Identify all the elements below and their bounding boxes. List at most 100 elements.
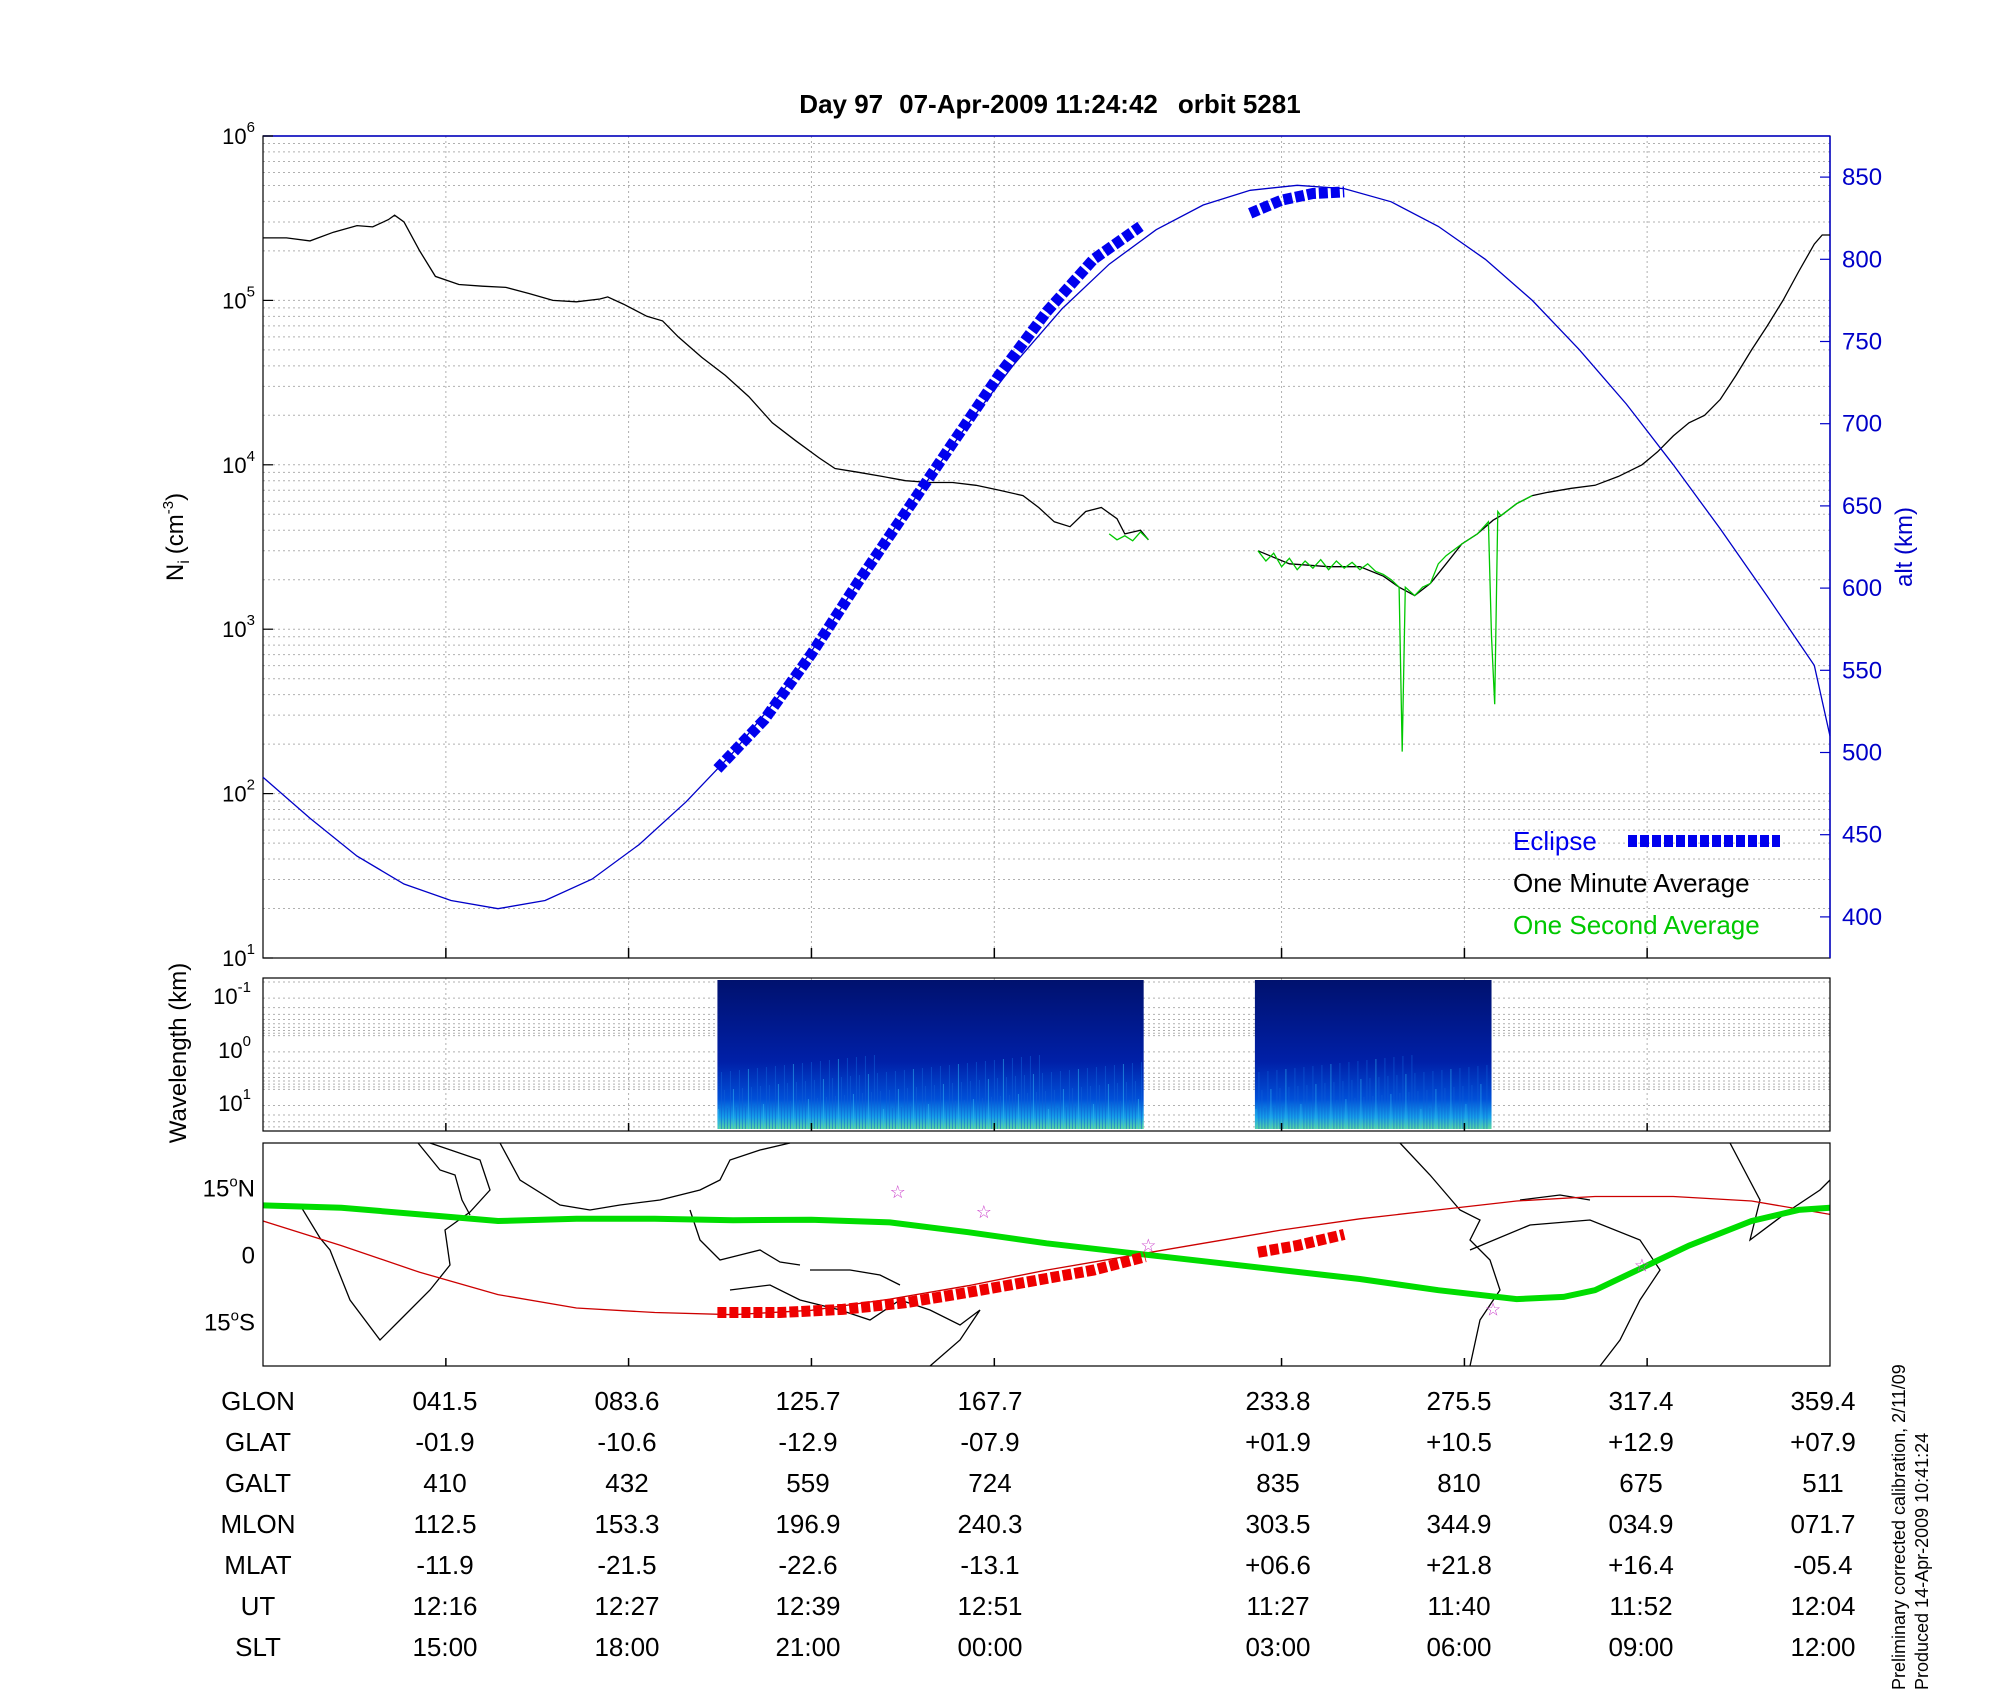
table-cell: -21.5 — [597, 1550, 656, 1580]
table-cell: 240.3 — [957, 1509, 1022, 1539]
density-grid — [263, 136, 1830, 959]
table-cell: +16.4 — [1608, 1550, 1674, 1580]
table-cell: 12:16 — [412, 1591, 477, 1621]
table-cell: 12:27 — [594, 1591, 659, 1621]
y-axis-label: Ni(cm-3) — [160, 493, 193, 581]
table-row-label: MLAT — [224, 1550, 292, 1580]
y-tick-label: 101 — [222, 941, 255, 971]
star-marker: ☆ — [890, 1182, 906, 1202]
table-cell: 03:00 — [1245, 1632, 1310, 1662]
table-cell: 675 — [1619, 1468, 1662, 1498]
table-cell: 041.5 — [412, 1386, 477, 1416]
coastline — [1399, 1142, 1501, 1367]
coastline — [729, 1284, 981, 1367]
table-cell: 153.3 — [594, 1509, 659, 1539]
spectrogram-panel: 10-1 100 101 Wavelength (km) — [165, 963, 1831, 1144]
coastline — [262, 1142, 491, 1341]
y2-tick-label: 850 — [1842, 164, 1882, 191]
y2-tick-label: 700 — [1842, 411, 1882, 438]
table-cell: 303.5 — [1245, 1509, 1310, 1539]
legend-entry-1: One Minute Average — [1513, 868, 1750, 898]
eclipse-track-line — [717, 1251, 1147, 1318]
table-row-label: GALT — [225, 1468, 291, 1498]
table-cell: 125.7 — [775, 1386, 840, 1416]
y-tick-label: 103 — [222, 612, 255, 642]
table-row-label: SLT — [235, 1632, 281, 1662]
table-cell: 432 — [605, 1468, 648, 1498]
table-cell: +01.9 — [1245, 1427, 1311, 1457]
y2-tick-label: 750 — [1842, 329, 1882, 356]
table-cell: +21.8 — [1426, 1550, 1492, 1580]
table-cell: 12:04 — [1790, 1591, 1855, 1621]
coastline — [689, 1209, 801, 1266]
orbit-table: GLON GLAT GALT MLON MLAT UT SLT 041.5 -01.9 410 11… — [220, 1386, 1855, 1662]
one-minute-average-series-line — [1257, 234, 1830, 597]
table-cell: +12.9 — [1608, 1427, 1674, 1457]
y2-tick-label: 400 — [1842, 904, 1882, 931]
title-day: Day 97 — [799, 89, 883, 119]
ion-density-panel: 101 102 103 104 105 106 400 450 500 550 600 650 700 7… — [160, 119, 1918, 971]
table-row-label: GLAT — [225, 1427, 291, 1457]
y2-tick-label: 500 — [1842, 740, 1882, 767]
one-second-average-series-line — [1108, 531, 1149, 542]
y2-tick-label: 800 — [1842, 246, 1882, 273]
y2-tick-label: 550 — [1842, 657, 1882, 684]
spectrogram-y-tick-label: 100 — [218, 1033, 251, 1063]
star-marker: ☆ — [1485, 1299, 1501, 1319]
map-y-tick-label: 0 — [242, 1243, 255, 1270]
y-tick-label: 106 — [222, 119, 255, 149]
spectrogram-y-label: Wavelength (km) — [165, 963, 192, 1144]
coastline — [499, 1142, 791, 1211]
coastline — [1469, 1219, 1661, 1367]
chart-title: Day 97 07-Apr-2009 11:24:42 orbit 5281 — [799, 89, 1300, 119]
y2-axis-label: alt (km) — [1891, 507, 1918, 587]
calibration-note: Preliminary corrected calibration, 2/11/… — [1889, 1364, 1909, 1690]
table-cell: 11:40 — [1427, 1591, 1490, 1621]
table-cell: +06.6 — [1245, 1550, 1311, 1580]
spectrogram-y-tick-label: 10-1 — [213, 979, 251, 1009]
y-tick-label: 104 — [222, 448, 255, 478]
spectrogram-frame — [262, 977, 1831, 1132]
star-marker: ☆ — [1140, 1236, 1156, 1256]
altitude-series-line — [262, 184, 1831, 910]
table-cell: -13.1 — [960, 1550, 1019, 1580]
coastline — [417, 1142, 471, 1216]
table-cell: 233.8 — [1245, 1386, 1310, 1416]
ground-track-map-panel: ☆ ☆ ☆ ☆ ☆ 15oN 0 15oS — [203, 1142, 1831, 1367]
one-second-average-series-line — [1257, 495, 1533, 752]
table-cell: 18:00 — [594, 1632, 659, 1662]
table-cell: 196.9 — [775, 1509, 840, 1539]
map-y-tick-label: 15oN — [203, 1174, 255, 1203]
produced-timestamp: Produced 14-Apr-2009 10:41:24 — [1912, 1432, 1932, 1690]
coastline — [810, 1269, 901, 1286]
y2-tick-label: 450 — [1842, 822, 1882, 849]
y-tick-label: 105 — [222, 283, 255, 313]
table-cell: 359.4 — [1790, 1386, 1855, 1416]
map-frame — [262, 1142, 1831, 1367]
table-cell: 071.7 — [1790, 1509, 1855, 1539]
eclipse-series-line — [1248, 186, 1345, 219]
spectrogram-y-tick-label: 101 — [218, 1086, 251, 1116]
table-cell: 410 — [423, 1468, 466, 1498]
table-cell: -10.6 — [597, 1427, 656, 1457]
table-cell: 317.4 — [1608, 1386, 1673, 1416]
table-cell: 12:39 — [775, 1591, 840, 1621]
y2-tick-label: 650 — [1842, 493, 1882, 520]
table-cell: 724 — [968, 1468, 1011, 1498]
spectrogram-grid — [263, 978, 1830, 1131]
table-cell: 09:00 — [1608, 1632, 1673, 1662]
table-cell: -22.6 — [778, 1550, 837, 1580]
ground-track-line — [262, 1202, 1831, 1303]
table-cell: -01.9 — [415, 1427, 474, 1457]
table-cell: -07.9 — [960, 1427, 1019, 1457]
table-cell: 11:52 — [1609, 1591, 1672, 1621]
magnetic-equator-line — [262, 1195, 1831, 1316]
table-row-label: UT — [241, 1591, 276, 1621]
coastline — [1729, 1142, 1831, 1242]
table-cell: 344.9 — [1426, 1509, 1491, 1539]
table-cell: 034.9 — [1608, 1509, 1673, 1539]
table-cell: 00:00 — [957, 1632, 1022, 1662]
y-tick-label: 102 — [222, 777, 255, 807]
table-row-label: MLON — [220, 1509, 295, 1539]
table-cell: 275.5 — [1426, 1386, 1491, 1416]
